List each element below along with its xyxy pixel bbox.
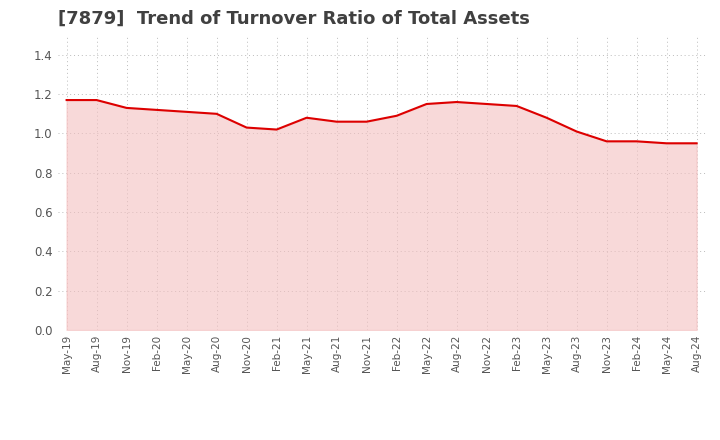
Text: [7879]  Trend of Turnover Ratio of Total Assets: [7879] Trend of Turnover Ratio of Total … (58, 10, 529, 28)
